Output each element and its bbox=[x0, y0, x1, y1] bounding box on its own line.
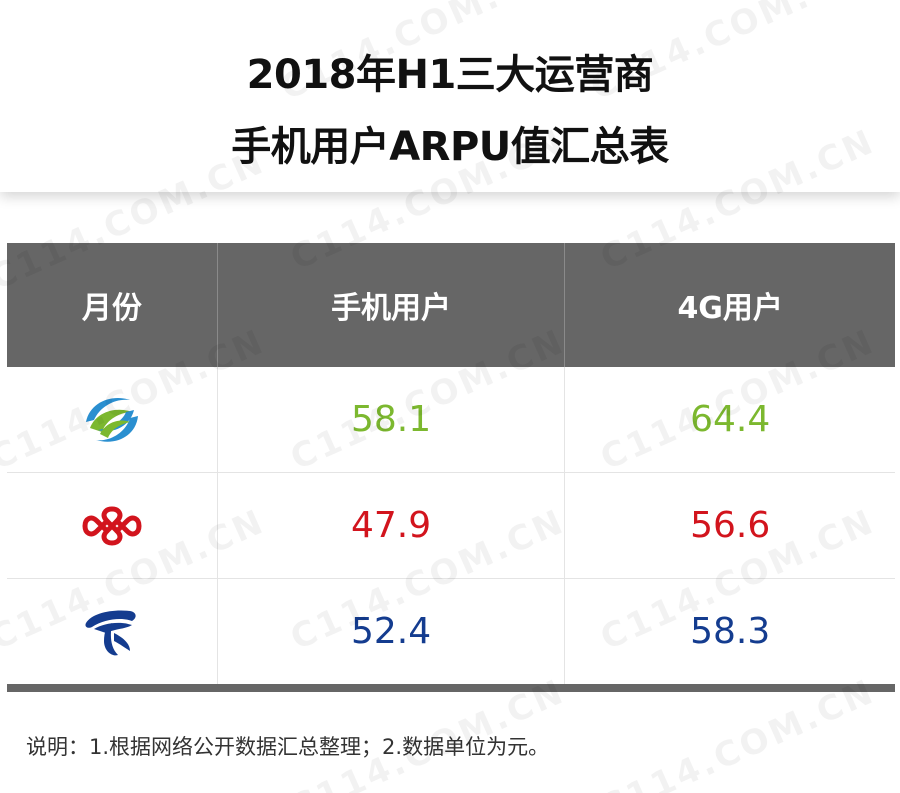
china-unicom-logo-icon bbox=[82, 505, 142, 546]
arpu-table: 月份 手机用户 4G用户 58.1 64.4 bbox=[7, 243, 895, 692]
table-row-china-unicom: 47.9 56.6 bbox=[7, 473, 895, 579]
table-row-china-telecom: 52.4 58.3 bbox=[7, 579, 895, 684]
header-4g-users: 4G用户 bbox=[677, 291, 783, 326]
header-month: 月份 bbox=[7, 243, 218, 367]
fourg-value-china-telecom: 58.3 bbox=[690, 611, 771, 652]
page-title-line-1: 2018年H1三大运营商 bbox=[246, 52, 654, 98]
fourg-value-china-unicom: 56.6 bbox=[690, 505, 771, 546]
page-title-line-2: 手机用户ARPU值汇总表 bbox=[231, 124, 669, 170]
footnote: 说明：1.根据网络公开数据汇总整理；2.数据单位为元。 bbox=[26, 735, 550, 759]
table-header: 月份 手机用户 4G用户 bbox=[7, 243, 895, 367]
china-mobile-logo-icon bbox=[85, 397, 138, 442]
header-mobile-users: 手机用户 bbox=[218, 243, 566, 367]
mobile-value-china-mobile: 58.1 bbox=[218, 367, 566, 472]
china-telecom-logo bbox=[7, 579, 218, 684]
table-bottom-rule bbox=[7, 684, 895, 692]
mobile-value-china-unicom: 47.9 bbox=[218, 473, 566, 578]
china-unicom-logo bbox=[7, 473, 218, 578]
title-card: 2018年H1三大运营商 手机用户ARPU值汇总表 bbox=[0, 0, 900, 192]
fourg-value-china-mobile: 64.4 bbox=[690, 399, 771, 440]
mobile-value-china-telecom: 52.4 bbox=[218, 579, 566, 684]
china-mobile-logo bbox=[7, 367, 218, 472]
china-telecom-logo-icon bbox=[85, 610, 136, 655]
table-row-china-mobile: 58.1 64.4 bbox=[7, 367, 895, 473]
